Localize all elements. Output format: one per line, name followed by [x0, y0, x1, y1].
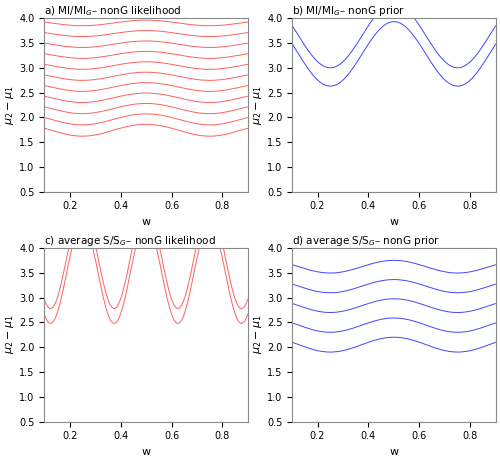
Y-axis label: $\mu_2-\mu_1$: $\mu_2-\mu_1$	[4, 315, 16, 355]
Text: a) MI/MI$_{G}$– nonG likelihood: a) MI/MI$_{G}$– nonG likelihood	[44, 5, 182, 18]
Y-axis label: $\mu_2-\mu_1$: $\mu_2-\mu_1$	[252, 315, 264, 355]
X-axis label: w: w	[142, 447, 150, 457]
Y-axis label: $\mu_2-\mu_1$: $\mu_2-\mu_1$	[252, 85, 264, 124]
Text: b) MI/MI$_{G}$– nonG prior: b) MI/MI$_{G}$– nonG prior	[292, 4, 406, 18]
Text: c) average S/S$_{G}$– nonG likelihood: c) average S/S$_{G}$– nonG likelihood	[44, 234, 216, 248]
X-axis label: w: w	[390, 447, 398, 457]
X-axis label: w: w	[390, 217, 398, 227]
X-axis label: w: w	[142, 217, 150, 227]
Y-axis label: $\mu_2-\mu_1$: $\mu_2-\mu_1$	[4, 85, 16, 124]
Text: d) average S/S$_{G}$– nonG prior: d) average S/S$_{G}$– nonG prior	[292, 234, 440, 248]
